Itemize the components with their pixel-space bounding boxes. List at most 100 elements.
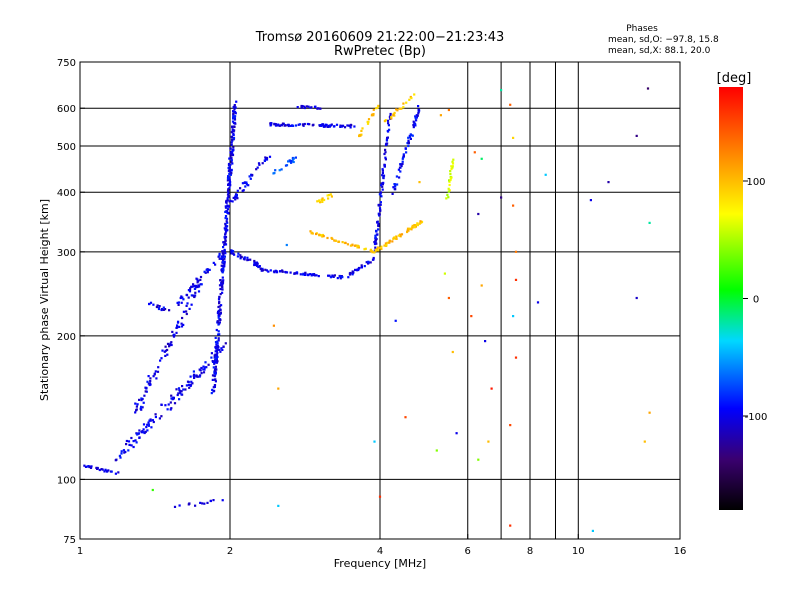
data-point bbox=[182, 298, 185, 301]
data-point bbox=[173, 402, 177, 405]
data-point bbox=[255, 264, 258, 267]
data-point bbox=[308, 123, 311, 126]
data-point bbox=[284, 124, 287, 127]
data-point bbox=[228, 157, 231, 160]
data-point bbox=[162, 306, 165, 309]
data-point bbox=[166, 342, 170, 345]
data-point bbox=[221, 283, 224, 286]
data-point bbox=[302, 272, 305, 275]
data-point bbox=[228, 186, 231, 189]
data-point bbox=[235, 193, 238, 196]
data-point bbox=[356, 246, 359, 249]
data-point bbox=[409, 133, 412, 136]
data-point bbox=[213, 354, 216, 357]
data-point bbox=[156, 370, 160, 373]
data-point bbox=[287, 160, 290, 163]
data-point bbox=[90, 465, 93, 468]
data-point bbox=[648, 411, 651, 414]
data-point bbox=[220, 304, 223, 307]
data-point bbox=[203, 270, 206, 273]
data-point bbox=[138, 398, 141, 401]
data-point bbox=[185, 384, 188, 387]
data-point bbox=[192, 370, 195, 373]
data-point bbox=[259, 267, 262, 270]
y-tick-label: 300 bbox=[57, 248, 76, 259]
data-point bbox=[361, 127, 364, 130]
data-point bbox=[167, 403, 170, 406]
data-point bbox=[202, 371, 206, 374]
data-point bbox=[230, 141, 233, 144]
data-point bbox=[382, 181, 385, 184]
data-point bbox=[142, 431, 145, 434]
data-point bbox=[280, 168, 283, 171]
data-point bbox=[589, 199, 592, 202]
data-point bbox=[321, 123, 324, 126]
data-point bbox=[179, 391, 182, 394]
data-point bbox=[127, 449, 130, 452]
data-point bbox=[194, 294, 197, 297]
data-point bbox=[224, 235, 228, 239]
data-point bbox=[289, 124, 292, 127]
data-point bbox=[199, 374, 202, 377]
data-point bbox=[187, 289, 190, 292]
data-point bbox=[157, 307, 161, 311]
data-point bbox=[221, 260, 225, 264]
data-point bbox=[227, 191, 230, 195]
data-point bbox=[249, 177, 252, 180]
data-point bbox=[162, 308, 165, 311]
data-point bbox=[214, 360, 217, 363]
data-point bbox=[222, 252, 225, 255]
data-point bbox=[591, 529, 594, 532]
data-point bbox=[231, 200, 234, 203]
data-point bbox=[369, 248, 373, 251]
data-point bbox=[242, 257, 245, 260]
data-point bbox=[330, 236, 333, 240]
data-point bbox=[330, 123, 333, 126]
data-point bbox=[385, 243, 388, 246]
data-point bbox=[231, 162, 234, 165]
data-point bbox=[372, 114, 375, 117]
data-point bbox=[376, 221, 379, 224]
y-tick-label: 100 bbox=[57, 475, 76, 486]
data-point bbox=[366, 122, 370, 125]
data-point bbox=[292, 160, 295, 164]
data-point bbox=[226, 204, 229, 207]
data-point bbox=[223, 263, 226, 266]
data-point bbox=[377, 249, 380, 252]
data-point bbox=[220, 269, 223, 272]
colorbar-tick-label: 0 bbox=[753, 295, 759, 306]
data-point bbox=[452, 158, 455, 161]
data-point bbox=[214, 359, 217, 362]
data-point bbox=[449, 172, 452, 176]
data-point bbox=[145, 426, 148, 429]
data-point bbox=[147, 421, 150, 424]
data-point bbox=[398, 176, 401, 179]
data-point bbox=[96, 467, 99, 470]
data-point bbox=[226, 229, 229, 232]
data-point bbox=[239, 254, 242, 257]
data-point bbox=[120, 452, 123, 455]
y-tick-label: 200 bbox=[57, 332, 76, 343]
data-point bbox=[232, 137, 236, 140]
data-point bbox=[381, 185, 384, 188]
data-point bbox=[217, 337, 220, 340]
data-point bbox=[257, 162, 261, 165]
data-point bbox=[154, 413, 157, 416]
data-point bbox=[154, 415, 157, 419]
data-point bbox=[226, 211, 229, 215]
x-tick-label: 4 bbox=[377, 546, 383, 557]
data-point bbox=[218, 300, 221, 303]
data-point bbox=[451, 166, 454, 169]
data-point bbox=[194, 504, 197, 507]
data-point bbox=[229, 181, 232, 184]
data-point bbox=[233, 104, 236, 107]
data-point bbox=[230, 159, 233, 162]
x-axis-ticks: 1 2 4 6 8 10 16 bbox=[77, 534, 686, 557]
data-point bbox=[189, 287, 192, 290]
data-point bbox=[124, 450, 127, 453]
data-point bbox=[374, 238, 377, 242]
data-point bbox=[380, 195, 383, 198]
data-point bbox=[213, 389, 216, 392]
data-point bbox=[317, 275, 320, 278]
data-point bbox=[117, 471, 120, 474]
